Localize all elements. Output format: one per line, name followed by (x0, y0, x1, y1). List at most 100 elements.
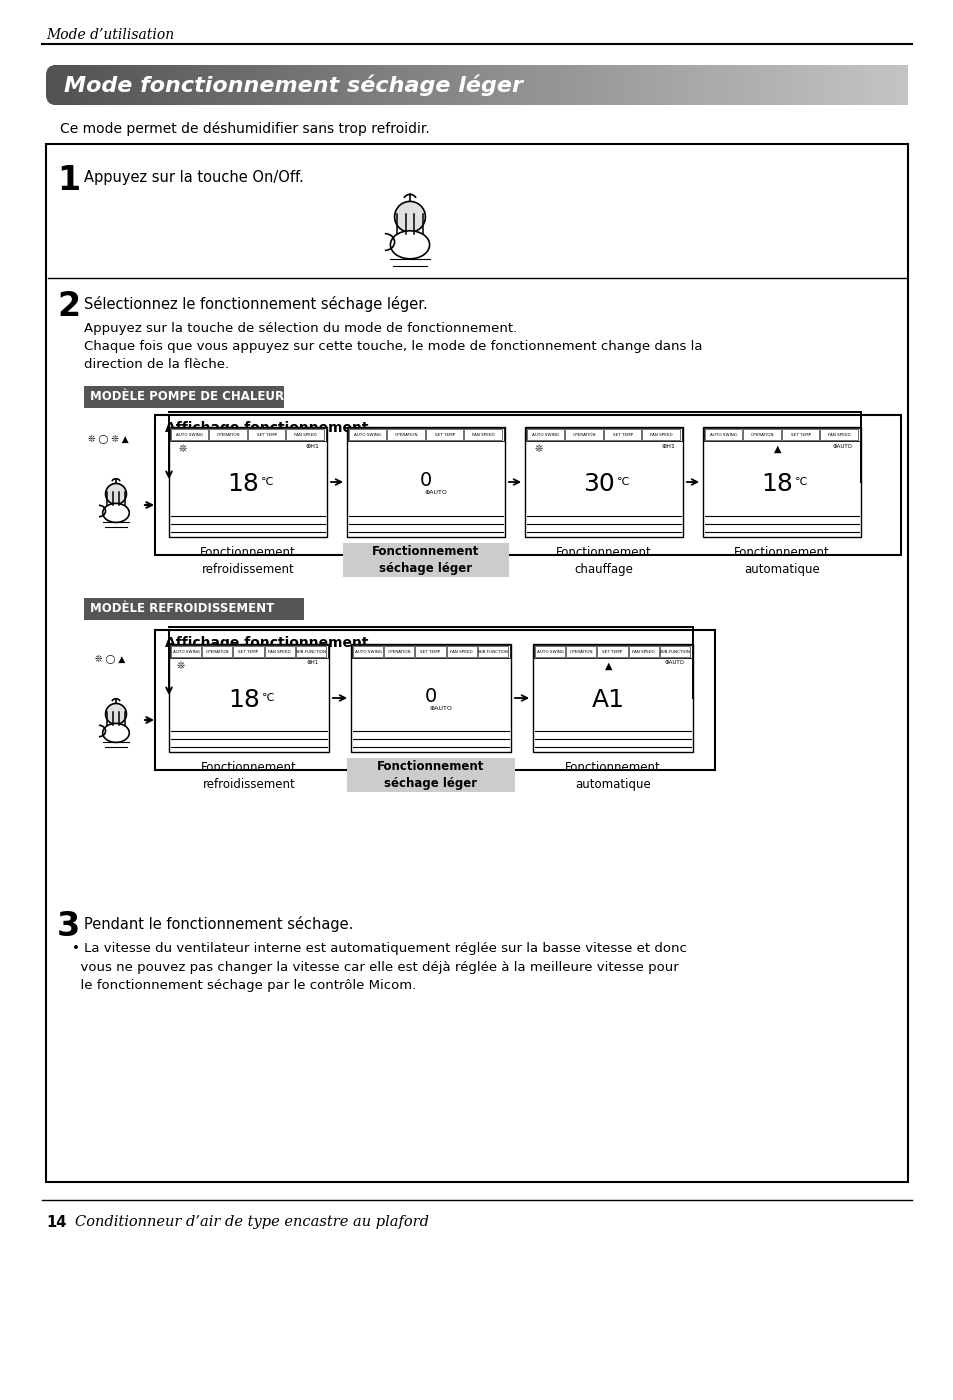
Text: AUTO SWING: AUTO SWING (355, 650, 381, 654)
Bar (210, 428, 247, 440)
Bar (742, 428, 781, 440)
Text: AUTO SWING: AUTO SWING (176, 433, 203, 437)
Bar (84, 386, 284, 407)
Bar (781, 428, 819, 440)
Text: 14: 14 (46, 1215, 67, 1231)
Bar (125, 64, 132, 105)
Text: SET TEMP: SET TEMP (612, 433, 632, 437)
Bar (713, 64, 721, 105)
Bar (548, 64, 556, 105)
Text: SUB.FUNCTION: SUB.FUNCTION (659, 650, 690, 654)
Bar (606, 64, 614, 105)
Bar (735, 64, 742, 105)
Bar (269, 64, 276, 105)
Bar (283, 64, 291, 105)
Text: OPERATION: OPERATION (569, 650, 593, 654)
Bar (295, 645, 326, 657)
Circle shape (395, 202, 425, 232)
FancyBboxPatch shape (46, 64, 69, 105)
Bar (440, 64, 448, 105)
Bar (190, 64, 197, 105)
Bar (635, 64, 642, 105)
Text: OPERATION: OPERATION (750, 433, 773, 437)
Bar (333, 64, 340, 105)
Bar (603, 428, 640, 440)
Bar (498, 64, 506, 105)
Text: • La vitesse du ventilateur interne est automatiquement réglée sur la basse vite: • La vitesse du ventilateur interne est … (71, 942, 686, 993)
Text: 1: 1 (57, 164, 80, 197)
Text: OPERATION: OPERATION (387, 650, 411, 654)
Bar (778, 64, 785, 105)
Text: SUB.FUNCTION: SUB.FUNCTION (295, 650, 326, 654)
Bar (264, 645, 294, 657)
Text: MODÈLE POMPE DE CHALEUR: MODÈLE POMPE DE CHALEUR (90, 391, 284, 403)
Bar (820, 428, 857, 440)
Bar (835, 64, 843, 105)
Text: OPERATION: OPERATION (395, 433, 417, 437)
Bar (455, 64, 462, 105)
Bar (692, 64, 700, 105)
Bar (351, 644, 511, 752)
Bar (168, 64, 175, 105)
Bar (412, 64, 419, 105)
Bar (476, 64, 484, 105)
Bar (261, 64, 269, 105)
Bar (469, 64, 477, 105)
Text: 18: 18 (228, 687, 259, 713)
Bar (525, 428, 681, 441)
Text: Conditionneur d’air de type encastre au plaford: Conditionneur d’air de type encastre au … (75, 1215, 429, 1229)
Text: ℃: ℃ (262, 693, 274, 703)
Text: SET TEMP: SET TEMP (790, 433, 810, 437)
Bar (196, 64, 204, 105)
Ellipse shape (390, 231, 429, 259)
Bar (60, 64, 68, 105)
Bar (806, 64, 814, 105)
Text: Fonctionnement
automatique: Fonctionnement automatique (564, 762, 660, 791)
Text: ❊: ❊ (535, 444, 542, 454)
Bar (340, 64, 348, 105)
Bar (663, 64, 671, 105)
Text: A1: A1 (591, 687, 624, 713)
Bar (426, 428, 463, 440)
Bar (627, 64, 635, 105)
Text: 3: 3 (57, 910, 80, 944)
Bar (211, 64, 218, 105)
Bar (240, 64, 248, 105)
Bar (111, 64, 118, 105)
Bar (598, 64, 606, 105)
Bar (419, 64, 427, 105)
Text: SUB.FUNCTION: SUB.FUNCTION (476, 650, 508, 654)
Bar (893, 64, 901, 105)
Bar (570, 64, 578, 105)
Text: ⊕AUTO: ⊕AUTO (424, 490, 447, 494)
Bar (254, 64, 262, 105)
Bar (362, 64, 370, 105)
Bar (519, 64, 527, 105)
Bar (704, 428, 741, 440)
Text: Fonctionnement
automatique: Fonctionnement automatique (734, 546, 829, 575)
Bar (562, 64, 570, 105)
Text: ❊: ❊ (179, 444, 187, 454)
Bar (656, 64, 663, 105)
Bar (204, 64, 212, 105)
Text: Fonctionnement
séchage léger: Fonctionnement séchage léger (372, 545, 479, 575)
Bar (527, 64, 535, 105)
Text: ⊕AUTO: ⊕AUTO (429, 706, 452, 711)
Bar (286, 428, 324, 440)
Bar (343, 543, 509, 577)
Bar (233, 645, 263, 657)
Bar (659, 645, 689, 657)
Bar (103, 64, 112, 105)
Bar (171, 428, 209, 440)
Text: Pendant le fonctionnement séchage.: Pendant le fonctionnement séchage. (84, 916, 353, 932)
Bar (397, 64, 405, 105)
Ellipse shape (103, 724, 130, 742)
Text: ℃: ℃ (261, 477, 274, 487)
Bar (628, 645, 659, 657)
Text: Mode d’utilisation: Mode d’utilisation (46, 28, 174, 42)
Bar (347, 427, 504, 538)
Text: OPERATION: OPERATION (216, 433, 240, 437)
Bar (800, 64, 807, 105)
Bar (720, 64, 728, 105)
Text: ❊: ❊ (177, 661, 185, 671)
